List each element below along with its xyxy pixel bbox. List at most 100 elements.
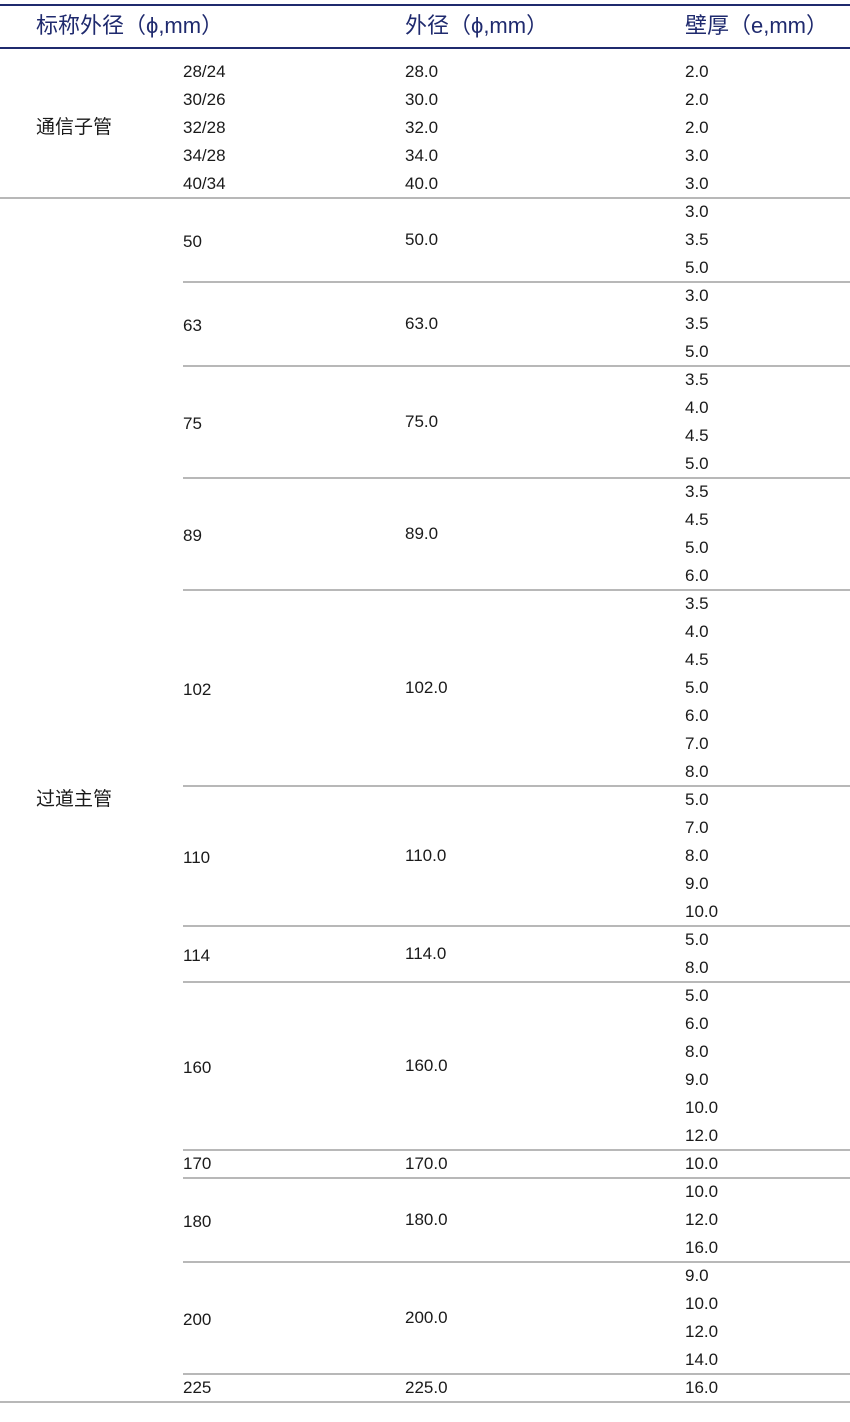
wall-thickness-cell: 14.0 [685,1350,719,1369]
header-wall-thickness: 壁厚（e,mm） [685,13,829,38]
wall-thickness-cell: 8.0 [685,958,709,977]
row-separator [183,925,850,927]
wall-thickness-cell: 4.5 [685,510,709,529]
nominal-diameter-cell: 225 [183,1378,212,1397]
outer-diameter-cell: 34.0 [405,146,439,165]
wall-thickness-cell: 4.0 [685,622,709,641]
wall-thickness-cell: 4.0 [685,398,709,417]
wall-thickness-cell: 5.0 [685,538,709,557]
wall-thickness-cell: 8.0 [685,762,709,781]
category-label: 过道主管 [36,789,113,810]
wall-thickness-cell: 5.0 [685,342,709,361]
nominal-diameter-cell: 63 [183,316,202,335]
outer-diameter-cell: 50.0 [405,230,439,249]
outer-diameter-cell: 225.0 [405,1378,448,1397]
nominal-diameter-cell: 160 [183,1058,212,1077]
wall-thickness-cell: 8.0 [685,846,709,865]
wall-thickness-cell: 7.0 [685,818,709,837]
outer-diameter-cell: 75.0 [405,412,439,431]
header-outer-diameter: 外径（ϕ,mm） [405,13,549,38]
outer-diameter-cell: 40.0 [405,174,439,193]
wall-thickness-cell: 4.5 [685,650,709,669]
row-separator [183,785,850,787]
wall-thickness-cell: 10.0 [685,1098,719,1117]
nominal-diameter-cell: 110 [183,848,211,867]
category-label: 通信子管 [36,117,113,138]
row-separator [183,1177,850,1179]
wall-thickness-cell: 16.0 [685,1238,719,1257]
outer-diameter-cell: 30.0 [405,90,439,109]
wall-thickness-cell: 6.0 [685,706,709,725]
wall-thickness-cell: 5.0 [685,258,709,277]
wall-thickness-cell: 6.0 [685,566,709,585]
nominal-diameter-cell: 32/28 [183,118,226,137]
wall-thickness-cell: 9.0 [685,1070,709,1089]
outer-diameter-cell: 170.0 [405,1154,448,1173]
header-nominal-diameter: 标称外径（ϕ,mm） [36,13,224,38]
wall-thickness-cell: 5.0 [685,790,709,809]
row-separator [183,1261,850,1263]
wall-thickness-cell: 4.5 [685,426,709,445]
table-top-rule [0,4,850,6]
wall-thickness-cell: 3.5 [685,482,709,501]
outer-diameter-cell: 32.0 [405,118,439,137]
wall-thickness-cell: 2.0 [685,118,709,137]
wall-thickness-cell: 9.0 [685,1266,709,1285]
wall-thickness-cell: 3.0 [685,174,709,193]
wall-thickness-cell: 10.0 [685,1294,719,1313]
nominal-diameter-cell: 30/26 [183,90,226,109]
wall-thickness-cell: 10.0 [685,1182,719,1201]
wall-thickness-cell: 16.0 [685,1378,719,1397]
wall-thickness-cell: 2.0 [685,62,709,81]
row-separator [183,281,850,283]
wall-thickness-cell: 10.0 [685,902,719,921]
wall-thickness-cell: 3.5 [685,230,709,249]
wall-thickness-cell: 3.5 [685,370,709,389]
row-separator [183,589,850,591]
wall-thickness-cell: 2.0 [685,90,709,109]
wall-thickness-cell: 12.0 [685,1322,719,1341]
wall-thickness-cell: 3.0 [685,286,709,305]
wall-thickness-cell: 5.0 [685,930,709,949]
nominal-diameter-cell: 180 [183,1212,212,1231]
nominal-diameter-cell: 102 [183,680,212,699]
wall-thickness-cell: 12.0 [685,1126,719,1145]
nominal-diameter-cell: 114 [183,946,211,965]
wall-thickness-cell: 6.0 [685,1014,709,1033]
row-separator [183,477,850,479]
row-separator [0,1401,850,1403]
outer-diameter-cell: 200.0 [405,1308,448,1327]
wall-thickness-cell: 5.0 [685,986,709,1005]
row-separator [183,365,850,367]
wall-thickness-cell: 8.0 [685,1042,709,1061]
nominal-diameter-cell: 170 [183,1154,212,1173]
outer-diameter-cell: 102.0 [405,678,448,697]
nominal-diameter-cell: 34/28 [183,146,226,165]
nominal-diameter-cell: 89 [183,526,202,545]
wall-thickness-cell: 3.5 [685,594,709,613]
wall-thickness-cell: 3.5 [685,314,709,333]
wall-thickness-cell: 10.0 [685,1154,719,1173]
outer-diameter-cell: 160.0 [405,1056,448,1075]
wall-thickness-cell: 3.0 [685,202,709,221]
nominal-diameter-cell: 40/34 [183,174,226,193]
wall-thickness-cell: 5.0 [685,678,709,697]
nominal-diameter-cell: 75 [183,414,202,433]
outer-diameter-cell: 28.0 [405,62,439,81]
nominal-diameter-cell: 50 [183,232,202,251]
outer-diameter-cell: 110.0 [405,846,447,865]
wall-thickness-cell: 12.0 [685,1210,719,1229]
row-separator [183,981,850,983]
wall-thickness-cell: 5.0 [685,454,709,473]
row-separator [183,1373,850,1375]
outer-diameter-cell: 89.0 [405,524,439,543]
header-bottom-rule [0,47,850,49]
nominal-diameter-cell: 28/24 [183,62,226,81]
wall-thickness-cell: 9.0 [685,874,709,893]
outer-diameter-cell: 180.0 [405,1210,448,1229]
wall-thickness-cell: 3.0 [685,146,709,165]
outer-diameter-cell: 63.0 [405,314,439,333]
row-separator [0,197,850,199]
nominal-diameter-cell: 200 [183,1310,212,1329]
wall-thickness-cell: 7.0 [685,734,709,753]
